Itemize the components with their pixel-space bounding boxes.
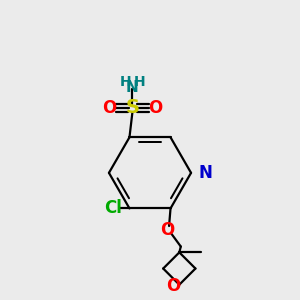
Text: Cl: Cl <box>104 200 122 217</box>
Text: N: N <box>198 164 212 182</box>
Text: H: H <box>119 76 131 89</box>
Text: O: O <box>166 277 180 295</box>
Text: O: O <box>160 221 175 239</box>
Text: S: S <box>125 98 140 118</box>
Text: H: H <box>134 76 146 89</box>
Text: O: O <box>148 99 162 117</box>
Text: O: O <box>102 99 117 117</box>
Text: N: N <box>126 80 139 95</box>
